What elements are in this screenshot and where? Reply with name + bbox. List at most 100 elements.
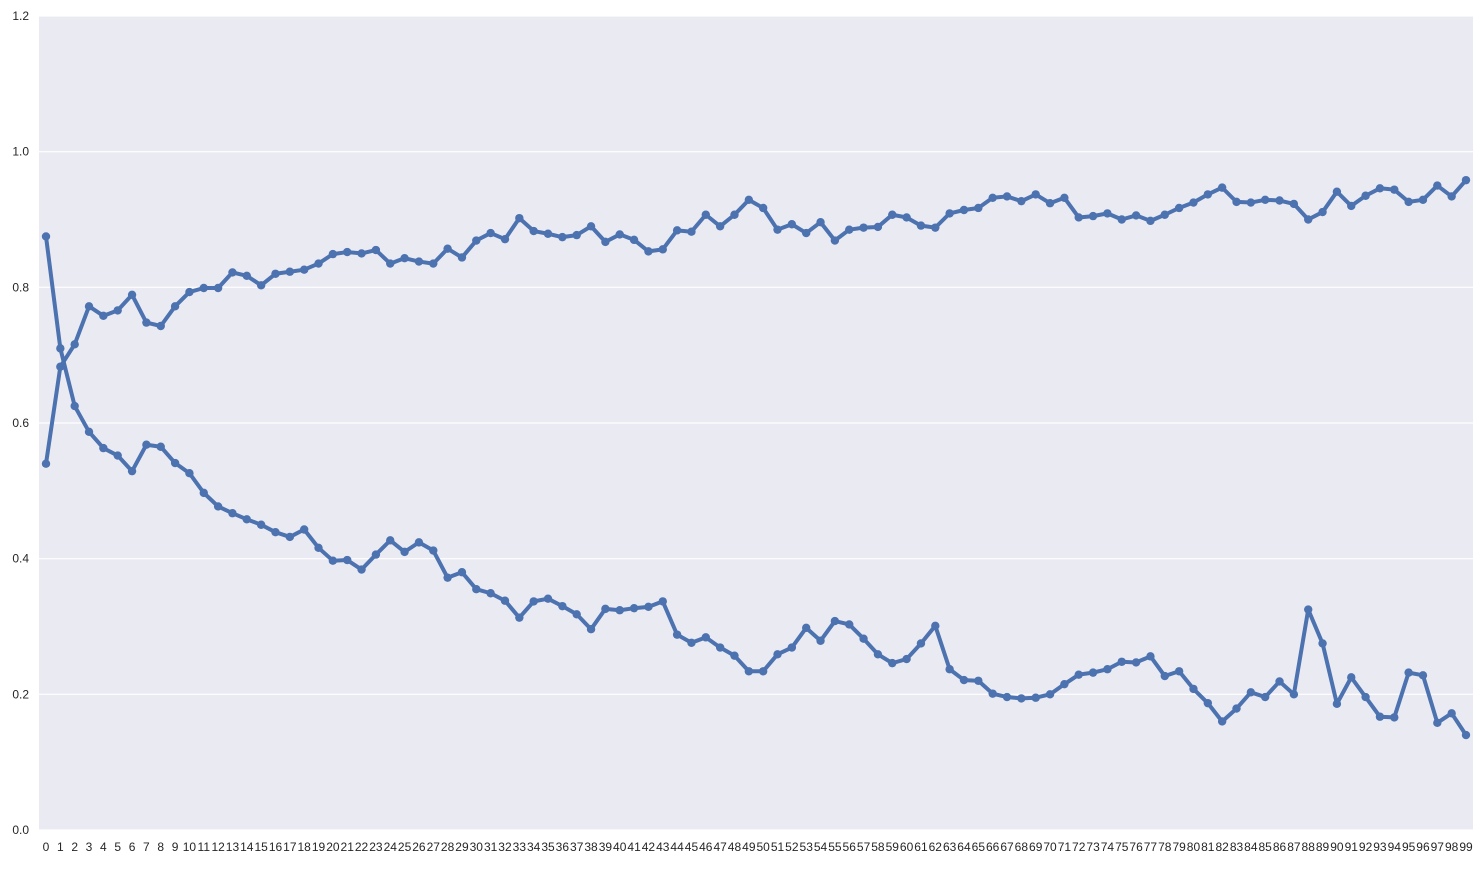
x-tick-label: 8 bbox=[157, 840, 164, 854]
data-point bbox=[414, 257, 424, 266]
data-point bbox=[1117, 657, 1126, 666]
x-tick-label: 41 bbox=[627, 840, 641, 854]
data-point bbox=[386, 536, 395, 545]
x-tick-label: 24 bbox=[384, 840, 398, 854]
data-point bbox=[414, 538, 424, 547]
data-point bbox=[830, 236, 840, 245]
x-tick-label: 84 bbox=[1244, 840, 1258, 854]
data-point bbox=[314, 259, 323, 268]
data-point bbox=[299, 265, 309, 274]
x-tick-label: 75 bbox=[1115, 840, 1129, 854]
x-tick-label: 77 bbox=[1144, 840, 1158, 854]
x-tick-label: 83 bbox=[1230, 840, 1244, 854]
x-tick-label: 46 bbox=[699, 840, 713, 854]
data-point bbox=[1275, 677, 1284, 686]
data-point bbox=[142, 440, 151, 449]
data-point bbox=[242, 515, 252, 524]
data-point bbox=[1404, 668, 1413, 677]
series-line bbox=[44, 178, 1468, 466]
data-point bbox=[859, 634, 868, 643]
data-point bbox=[1203, 698, 1213, 708]
data-point bbox=[472, 236, 481, 245]
data-point bbox=[127, 290, 137, 299]
data-point bbox=[1017, 694, 1026, 703]
x-tick-label: 52 bbox=[785, 840, 799, 854]
data-point bbox=[816, 636, 825, 645]
x-tick-label: 64 bbox=[957, 840, 971, 854]
x-tick-label: 19 bbox=[312, 840, 326, 854]
data-point bbox=[787, 643, 797, 652]
data-point bbox=[629, 235, 639, 245]
x-tick-label: 87 bbox=[1287, 840, 1301, 854]
gridlines bbox=[39, 15, 1473, 831]
x-tick-label: 7 bbox=[143, 840, 150, 854]
x-tick-label: 97 bbox=[1431, 840, 1445, 854]
data-point bbox=[558, 601, 567, 611]
x-tick-label: 0 bbox=[43, 840, 50, 854]
x-tick-label: 29 bbox=[455, 840, 469, 854]
data-point bbox=[1289, 690, 1299, 699]
data-point bbox=[1203, 190, 1213, 199]
data-point bbox=[1131, 211, 1141, 220]
x-tick-label: 16 bbox=[269, 840, 283, 854]
data-point bbox=[1160, 671, 1169, 681]
data-point bbox=[271, 269, 280, 278]
data-point bbox=[945, 665, 954, 674]
data-point bbox=[1060, 193, 1069, 202]
x-tick-label: 61 bbox=[914, 840, 928, 854]
data-point bbox=[773, 225, 782, 234]
data-point bbox=[429, 259, 438, 268]
data-point bbox=[1361, 191, 1370, 200]
x-tick-label: 66 bbox=[986, 840, 1000, 854]
x-tick-label: 26 bbox=[412, 840, 426, 854]
data-point bbox=[1275, 196, 1284, 205]
data-point bbox=[1074, 213, 1083, 222]
x-tick-label: 99 bbox=[1459, 840, 1473, 854]
data-point bbox=[457, 253, 467, 262]
y-tick-label: 0.6 bbox=[12, 416, 29, 430]
x-tick-label: 58 bbox=[871, 840, 885, 854]
x-tick-label: 71 bbox=[1058, 840, 1072, 854]
data-point bbox=[730, 210, 739, 219]
data-point bbox=[931, 621, 940, 631]
data-point bbox=[1304, 605, 1313, 614]
x-tick-label: 98 bbox=[1445, 840, 1459, 854]
x-tick-label: 68 bbox=[1015, 840, 1029, 854]
series-group bbox=[41, 175, 1471, 740]
data-point bbox=[113, 306, 122, 315]
x-tick-label: 4 bbox=[100, 840, 107, 854]
data-point bbox=[443, 244, 452, 253]
data-point bbox=[357, 249, 366, 258]
data-point bbox=[629, 603, 639, 613]
data-point bbox=[170, 302, 180, 311]
x-tick-label: 36 bbox=[556, 840, 570, 854]
data-point bbox=[1131, 658, 1141, 667]
data-point bbox=[859, 223, 868, 232]
data-point bbox=[830, 616, 840, 626]
data-point bbox=[1404, 197, 1413, 207]
data-point bbox=[1461, 730, 1471, 740]
data-point bbox=[1002, 692, 1012, 702]
data-point bbox=[242, 271, 252, 281]
data-point bbox=[400, 253, 409, 263]
x-tick-label: 14 bbox=[240, 840, 254, 854]
data-point bbox=[1260, 692, 1270, 702]
data-point bbox=[386, 259, 395, 268]
x-tick-label: 1 bbox=[57, 840, 64, 854]
data-point bbox=[1332, 699, 1342, 709]
x-axis: 0 1 2 3 4 5 6 7 8 9 10 11 12 13 14 15 16 17 18 19 20 21 22 23 24… bbox=[43, 840, 1473, 854]
data-point bbox=[99, 311, 108, 321]
data-point bbox=[1375, 184, 1385, 193]
x-tick-label: 28 bbox=[441, 840, 455, 854]
data-point bbox=[213, 502, 223, 511]
data-point bbox=[429, 546, 438, 555]
data-point bbox=[1045, 690, 1055, 699]
data-point bbox=[586, 625, 596, 634]
data-point bbox=[1433, 181, 1442, 190]
x-tick-label: 72 bbox=[1072, 840, 1086, 854]
data-point bbox=[371, 550, 381, 559]
x-tick-label: 86 bbox=[1273, 840, 1287, 854]
data-point bbox=[529, 597, 538, 606]
x-tick-label: 92 bbox=[1359, 840, 1373, 854]
data-point bbox=[687, 227, 696, 236]
